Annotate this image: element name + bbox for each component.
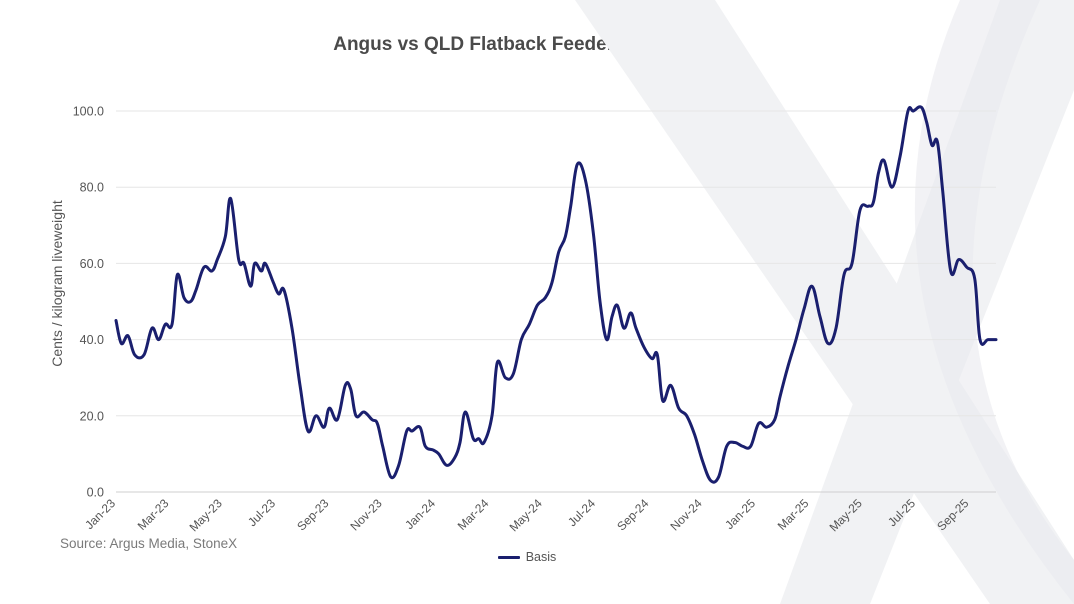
watermark-x-logo bbox=[575, 0, 1074, 604]
x-tick-label: Sep-24 bbox=[614, 496, 651, 533]
y-axis-ticks: 0.0 20.0 40.0 60.0 80.0 100.0 bbox=[73, 105, 104, 500]
x-tick-label: Jul-24 bbox=[565, 496, 598, 529]
legend-label-basis: Basis bbox=[525, 550, 557, 564]
x-tick-label: Jan-25 bbox=[722, 496, 758, 532]
x-tick-label: Sep-23 bbox=[294, 496, 331, 533]
x-tick-label: May-23 bbox=[187, 496, 225, 534]
y-axis-label: Cents / kilogram liveweight bbox=[49, 200, 65, 367]
x-tick-label: Nov-24 bbox=[668, 496, 705, 533]
source-note: Source: Argus Media, StoneX bbox=[60, 536, 238, 551]
legend: Basis bbox=[0, 550, 1054, 564]
y-tick-label: 40.0 bbox=[80, 333, 104, 347]
y-tick-label: 100.0 bbox=[73, 105, 104, 119]
x-tick-label: Nov-23 bbox=[348, 496, 385, 533]
series-line-basis bbox=[114, 105, 998, 484]
legend-swatch-basis bbox=[497, 555, 520, 559]
x-tick-label: May-24 bbox=[507, 496, 545, 534]
x-tick-label: Mar-23 bbox=[135, 496, 172, 533]
y-tick-label: 60.0 bbox=[80, 257, 104, 271]
x-tick-label: Jan-24 bbox=[402, 496, 438, 532]
series-group bbox=[114, 105, 998, 484]
x-tick-label: Mar-25 bbox=[775, 496, 812, 533]
x-tick-label: Jan-23 bbox=[82, 496, 118, 532]
x-tick-label: Jul-23 bbox=[245, 496, 278, 529]
y-tick-label: 20.0 bbox=[80, 409, 104, 423]
x-tick-label: Mar-24 bbox=[455, 496, 492, 533]
y-tick-label: 80.0 bbox=[80, 181, 104, 195]
y-tick-label: 0.0 bbox=[87, 486, 104, 500]
